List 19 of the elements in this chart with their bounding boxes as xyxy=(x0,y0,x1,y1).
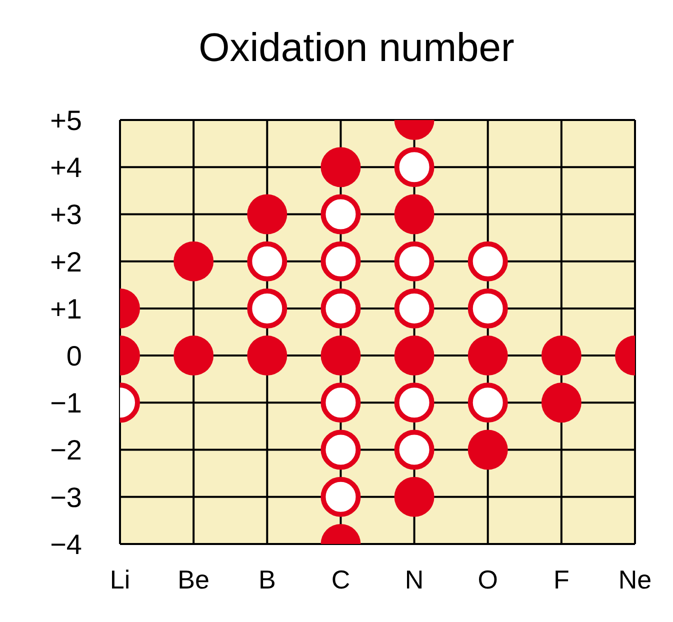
x-tick-label: Be xyxy=(178,564,210,594)
y-tick-label: 0 xyxy=(66,340,82,372)
x-tick-label: Li xyxy=(110,564,130,594)
chart-title: Oxidation number xyxy=(198,25,516,72)
y-tick-label: +3 xyxy=(50,199,82,230)
y-tick-label: +4 xyxy=(50,152,82,184)
x-tick-label: N xyxy=(404,564,424,594)
x-tick-label: Ne xyxy=(618,564,652,594)
x-tick-label: F xyxy=(553,564,570,594)
y-tick-label: −2 xyxy=(50,434,82,466)
y-tick-label: −1 xyxy=(50,388,82,419)
x-tick-label: C xyxy=(331,564,350,594)
y-tick-label: −4 xyxy=(50,528,82,560)
y-tick-label: +5 xyxy=(50,104,82,136)
y-tick-label: +2 xyxy=(50,246,82,278)
x-tick-label: B xyxy=(258,564,276,594)
x-tick-label: O xyxy=(478,564,498,594)
y-tick-label: −3 xyxy=(50,482,82,513)
y-tick-label: +1 xyxy=(50,293,82,324)
